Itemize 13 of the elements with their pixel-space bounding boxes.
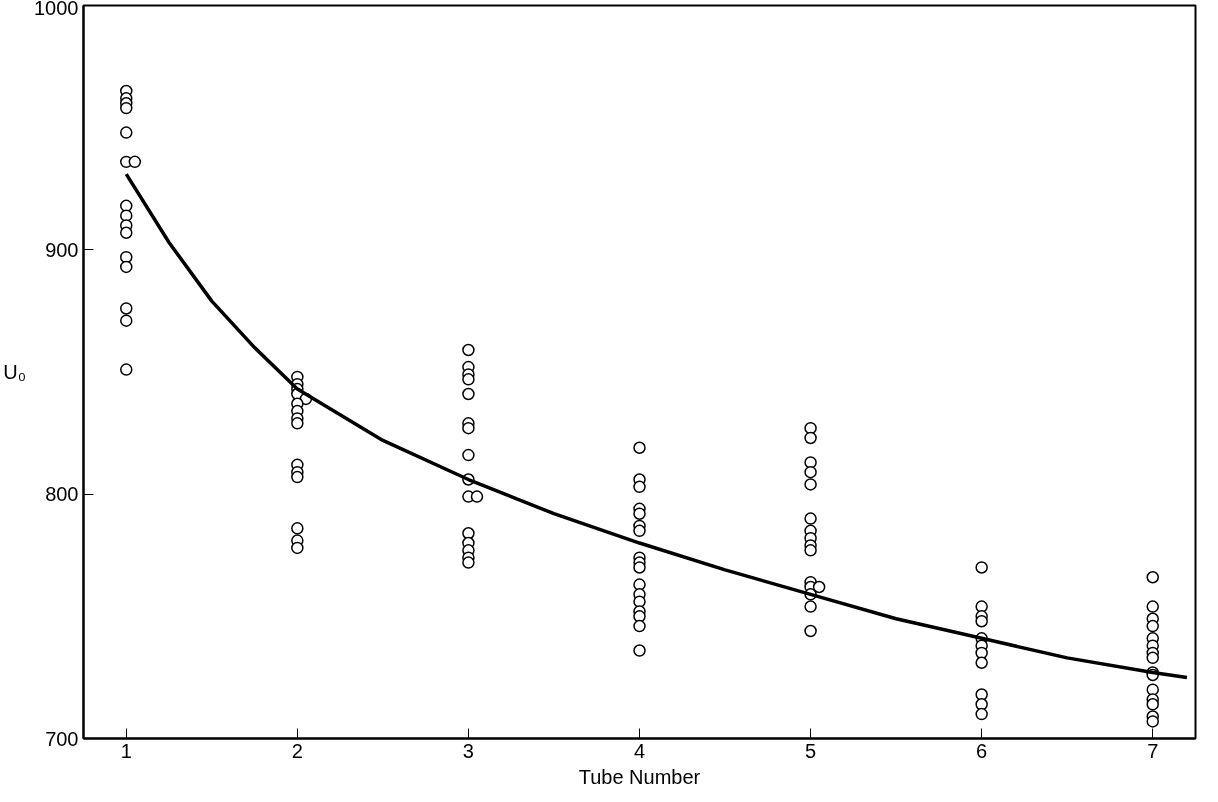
- y-tick-label: 800: [45, 483, 79, 506]
- x-tick-label: 7: [1147, 739, 1159, 762]
- y-tick-label: 700: [45, 727, 79, 750]
- y-tick-label: 900: [45, 238, 79, 261]
- y-axis-title: U₀: [3, 361, 27, 383]
- x-tick-label: 1: [120, 739, 132, 762]
- x-axis-title: Tube Number: [578, 765, 701, 788]
- x-tick-label: 5: [805, 739, 817, 762]
- x-tick-label: 2: [291, 739, 303, 762]
- x-tick-label: 6: [976, 739, 988, 762]
- y-tick-label: 1000: [34, 0, 79, 19]
- x-tick-label: 4: [633, 739, 646, 762]
- x-tick-label: 3: [462, 739, 474, 762]
